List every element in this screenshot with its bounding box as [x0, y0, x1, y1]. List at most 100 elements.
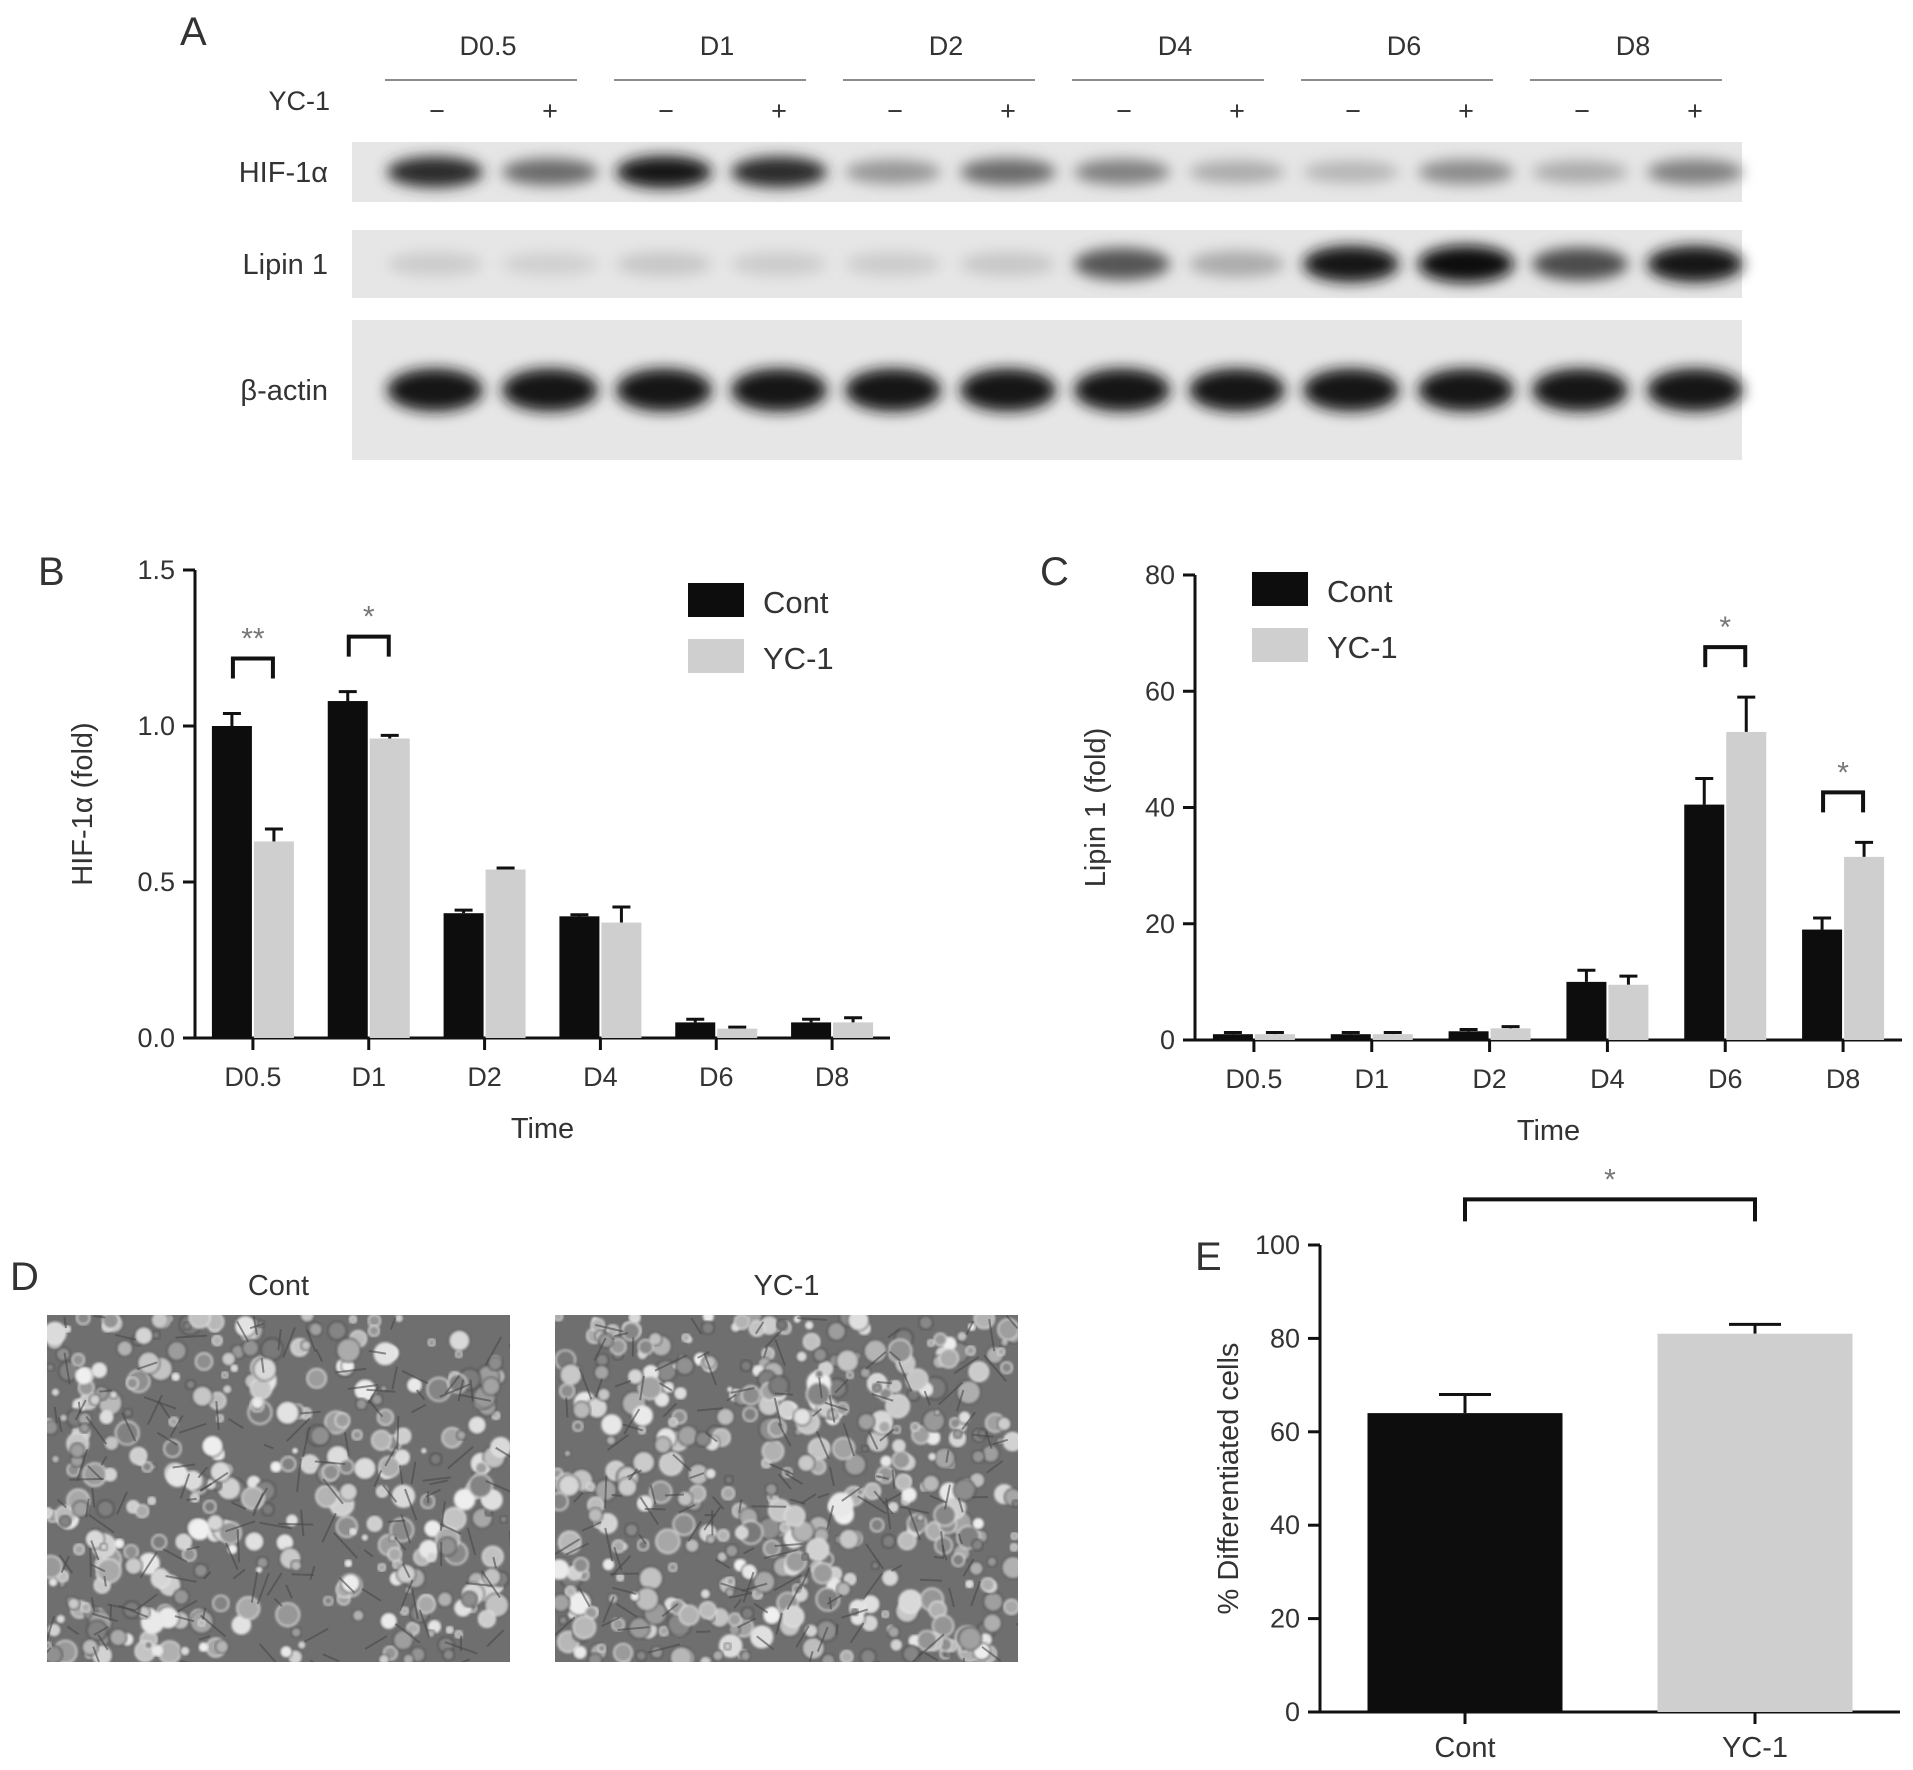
panel-c-lipin1-chart: C 0 20 40 60 80 Lipin 1 (fold) D0.5 D1 D2 D4 D6 D8 T…: [1040, 550, 1902, 1147]
blot-band: [1303, 245, 1399, 283]
bar: [601, 922, 642, 1038]
micrograph-label: Cont: [248, 1270, 309, 1302]
y-axis-label: Lipin 1 (fold): [1080, 728, 1112, 888]
y-tick-label: 1.0: [137, 711, 175, 741]
x-tick-label: D2: [1472, 1064, 1507, 1094]
y-tick-label: 80: [1270, 1323, 1300, 1353]
blot-day-label: D1: [700, 31, 735, 61]
blot-band: [502, 252, 598, 276]
y-tick-label: 80: [1145, 560, 1175, 590]
blot-band: [1074, 368, 1170, 412]
bar: [1490, 1028, 1531, 1040]
blot-band: [845, 159, 941, 185]
blot-band: [1074, 159, 1170, 185]
y-tick-label: 60: [1145, 676, 1175, 706]
significance-bracket: [1463, 1197, 1757, 1222]
blot-band: [1189, 368, 1285, 412]
bar: [559, 916, 600, 1038]
x-tick-label: D8: [1826, 1064, 1861, 1094]
blot-band: [1532, 160, 1628, 184]
blot-band: [1532, 368, 1628, 412]
x-tick-label: D8: [815, 1062, 850, 1092]
blot-strip: β-actin: [240, 320, 1743, 460]
bar: [1254, 1034, 1295, 1040]
y-tick-label: 40: [1145, 793, 1175, 823]
lane-minus-sign: −: [658, 96, 674, 126]
blot-band: [1189, 160, 1285, 184]
blot-day-label: D0.5: [459, 31, 516, 61]
bar: [253, 841, 294, 1038]
y-tick-label: 1.5: [137, 555, 175, 585]
significance-bracket: [230, 656, 275, 679]
lane-minus-sign: −: [429, 96, 445, 126]
blot-band: [1189, 250, 1285, 278]
y-tick-label: 0: [1285, 1697, 1300, 1727]
panel-e-differentiation-chart: E 0 20 40 60 80 100 % Differentiated cells Cont…: [1195, 1163, 1900, 1764]
bar: [1566, 981, 1607, 1040]
significance-bracket: [1703, 645, 1748, 668]
bar: [1684, 804, 1725, 1040]
blot-band: [1074, 247, 1170, 281]
y-tick-label: 0.0: [137, 1023, 175, 1053]
legend-swatch: [688, 639, 744, 673]
blot-band: [731, 156, 827, 188]
micrograph-image: [555, 1315, 1018, 1662]
significance-star: **: [241, 623, 265, 656]
blot-band: [960, 251, 1056, 277]
lane-plus-sign: +: [542, 96, 558, 126]
blot-band: [960, 158, 1056, 186]
bar: [1844, 856, 1885, 1040]
blot-band: [1418, 245, 1514, 283]
bar: [675, 1022, 716, 1038]
lane-minus-sign: −: [1116, 96, 1132, 126]
panel-c-letter: C: [1040, 550, 1069, 594]
lane-plus-sign: +: [1687, 96, 1703, 126]
bar: [369, 738, 410, 1038]
significance-star: *: [1837, 756, 1849, 789]
blot-band: [502, 158, 598, 186]
y-tick-label: 20: [1145, 909, 1175, 939]
blot-band: [731, 368, 827, 412]
lane-minus-sign: −: [1574, 96, 1590, 126]
lane-plus-sign: +: [1229, 96, 1245, 126]
blot-band: [960, 368, 1056, 412]
legend-label: YC-1: [1327, 630, 1398, 665]
y-axis-label: % Differentiated cells: [1213, 1343, 1245, 1615]
treatment-label: YC-1: [268, 86, 330, 116]
panel-a-western-blot: A YC-1 D0.5 − + D1 − + D2 − + D4 − + D6 − + D8 − + HIF-1α…: [180, 10, 1743, 460]
blot-band: [616, 251, 712, 277]
bar: [833, 1022, 874, 1038]
blot-band: [387, 156, 483, 188]
y-tick-label: 60: [1270, 1417, 1300, 1447]
bar: [211, 726, 252, 1038]
blot-band: [1303, 160, 1399, 184]
panel-d-letter: D: [10, 1255, 39, 1299]
blot-band: [502, 368, 598, 412]
x-tick-label: D1: [1354, 1064, 1389, 1094]
blot-band: [1418, 159, 1514, 185]
blot-day-label: D2: [929, 31, 964, 61]
blot-day-label: D6: [1387, 31, 1422, 61]
bar: [1657, 1333, 1853, 1712]
significance-bracket: [346, 634, 391, 657]
x-tick-label: D0.5: [224, 1062, 281, 1092]
bar: [1372, 1034, 1413, 1040]
bar: [1448, 1031, 1489, 1040]
significance-star: *: [1604, 1163, 1616, 1196]
bar: [717, 1028, 758, 1038]
panel-d-micrographs: D Cont YC-1: [10, 1255, 1018, 1662]
bar: [1726, 731, 1767, 1040]
blot-strip: Lipin 1: [243, 230, 1743, 298]
lane-minus-sign: −: [1345, 96, 1361, 126]
blot-row-label: β-actin: [240, 375, 328, 407]
y-axis-label: HIF-1α (fold): [67, 722, 99, 885]
blot-band: [1303, 368, 1399, 412]
blot-band: [616, 155, 712, 189]
bar: [1212, 1034, 1253, 1040]
x-tick-label: D0.5: [1225, 1064, 1282, 1094]
bar: [1802, 929, 1843, 1040]
lane-plus-sign: +: [771, 96, 787, 126]
y-tick-label: 40: [1270, 1510, 1300, 1540]
legend-label: Cont: [1327, 574, 1393, 609]
